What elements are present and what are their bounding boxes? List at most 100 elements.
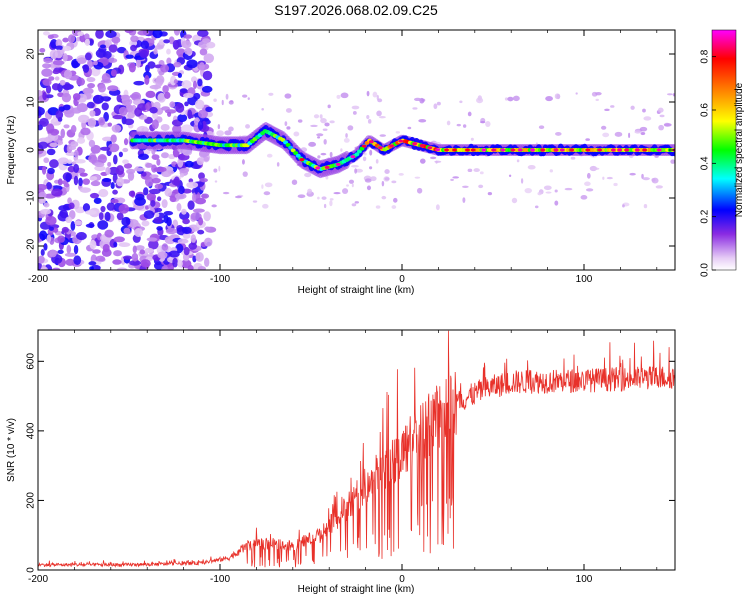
heatmap-cell (46, 234, 52, 243)
heatmap-cell (479, 171, 484, 175)
colorbar-ticks: 0.0 0.2 0.4 0.6 0.8 (700, 49, 716, 277)
heatmap-cell (76, 77, 86, 86)
heatmap-cell (95, 255, 106, 262)
heatmap-cell (324, 122, 330, 127)
heatmap-cell (128, 62, 136, 73)
heatmap-cell (651, 178, 656, 182)
heatmap-cell (62, 45, 72, 52)
heatmap-cell (49, 49, 58, 60)
heatmap-cell (162, 85, 169, 94)
heatmap-cell (44, 94, 54, 99)
heatmap-cell (211, 204, 217, 208)
heatmap-cell (203, 211, 211, 222)
colorbar-tick-label: 0.4 (700, 156, 711, 170)
heatmap-cell (643, 116, 652, 121)
heatmap-cell (434, 160, 442, 163)
heatmap-cell (350, 155, 356, 159)
heatmap-cell (530, 148, 536, 152)
heatmap-cell (63, 124, 70, 129)
heatmap-cell (462, 197, 466, 203)
heatmap-cell (321, 196, 327, 200)
heatmap-cell (127, 171, 135, 181)
heatmap-cell (585, 138, 590, 141)
heatmap-cell (367, 119, 372, 124)
heatmap-cell (384, 169, 390, 175)
heatmap-cell (153, 217, 163, 224)
heatmap-cell (143, 187, 149, 196)
heatmap-cell (452, 148, 458, 152)
heatmap-cell (206, 41, 216, 49)
heatmap-cell (74, 220, 83, 226)
heatmap-cell (122, 97, 133, 106)
heatmap-cell (171, 178, 181, 186)
heatmap-cell (192, 208, 205, 213)
heatmap-cell (40, 197, 46, 204)
heatmap-cell (158, 39, 166, 45)
heatmap-cell (39, 230, 48, 241)
heatmap-cell (500, 148, 506, 152)
heatmap-cell (412, 142, 418, 146)
heatmap-cell (262, 203, 269, 209)
heatmap-cell (217, 124, 221, 130)
heatmap-cell (435, 204, 440, 211)
heatmap-cell (157, 92, 166, 103)
heatmap-cell (145, 162, 153, 168)
heatmap-cell (87, 117, 97, 128)
heatmap-cell (354, 152, 360, 157)
heatmap-cell (174, 193, 187, 200)
heatmap-cell (459, 100, 463, 104)
heatmap-cell (378, 116, 386, 119)
heatmap-cell (418, 118, 427, 123)
heatmap-cell (40, 208, 52, 215)
heatmap-cell (173, 30, 181, 36)
heatmap-cell (229, 100, 234, 103)
heatmap-cell (115, 165, 125, 176)
heatmap-cell (324, 165, 330, 169)
heatmap-cell (198, 172, 205, 180)
heatmap-cell (166, 57, 172, 65)
heatmap-cell (149, 174, 159, 179)
heatmap-cell (329, 120, 335, 124)
heatmap-cell (585, 148, 591, 152)
heatmap-cell (175, 102, 185, 113)
heatmap-cell (537, 192, 542, 196)
heatmap-cell (554, 189, 558, 193)
heatmap-cell (467, 168, 473, 173)
heatmap-cell (323, 203, 327, 209)
heatmap-cell (320, 118, 327, 124)
heatmap-cell (610, 148, 616, 152)
y-tick-label: 400 (26, 422, 37, 439)
heatmap-cell (181, 40, 192, 49)
heatmap-cell (672, 93, 675, 97)
heatmap-cell (555, 131, 562, 136)
heatmap-cell (77, 114, 90, 124)
heatmap-cell (182, 232, 191, 239)
heatmap-cell (62, 37, 69, 43)
heatmap-cell (213, 98, 217, 102)
heatmap-cell (351, 165, 359, 168)
heatmap-cell (65, 151, 77, 156)
heatmap-cell (101, 72, 111, 83)
heatmap-cell (512, 95, 520, 102)
heatmap-cell (57, 157, 69, 165)
heatmap-cell (366, 90, 370, 97)
heatmap-cell (188, 242, 198, 250)
colorbar-label: Normalized spectral amplitude (734, 82, 745, 217)
snr-xlabel: Height of straight line (km) (298, 584, 415, 595)
heatmap-cell (222, 191, 230, 195)
heatmap-cell (470, 137, 474, 141)
heatmap-cell (94, 162, 105, 168)
snr-axes: -200 -100 0 100 0 200 400 600 (26, 330, 675, 585)
colorbar-tick-label: 0.6 (700, 103, 711, 117)
heatmap-cell (194, 99, 205, 110)
spectrogram-heatmap (38, 30, 675, 270)
heatmap-cell (107, 161, 112, 167)
x-tick-label: -200 (28, 574, 48, 585)
heatmap-cell (467, 111, 472, 117)
heatmap-cell (634, 130, 641, 134)
heatmap-cell (100, 205, 106, 213)
heatmap-cell (639, 126, 648, 132)
heatmap-cell (430, 156, 437, 160)
heatmap-cell (74, 159, 86, 164)
